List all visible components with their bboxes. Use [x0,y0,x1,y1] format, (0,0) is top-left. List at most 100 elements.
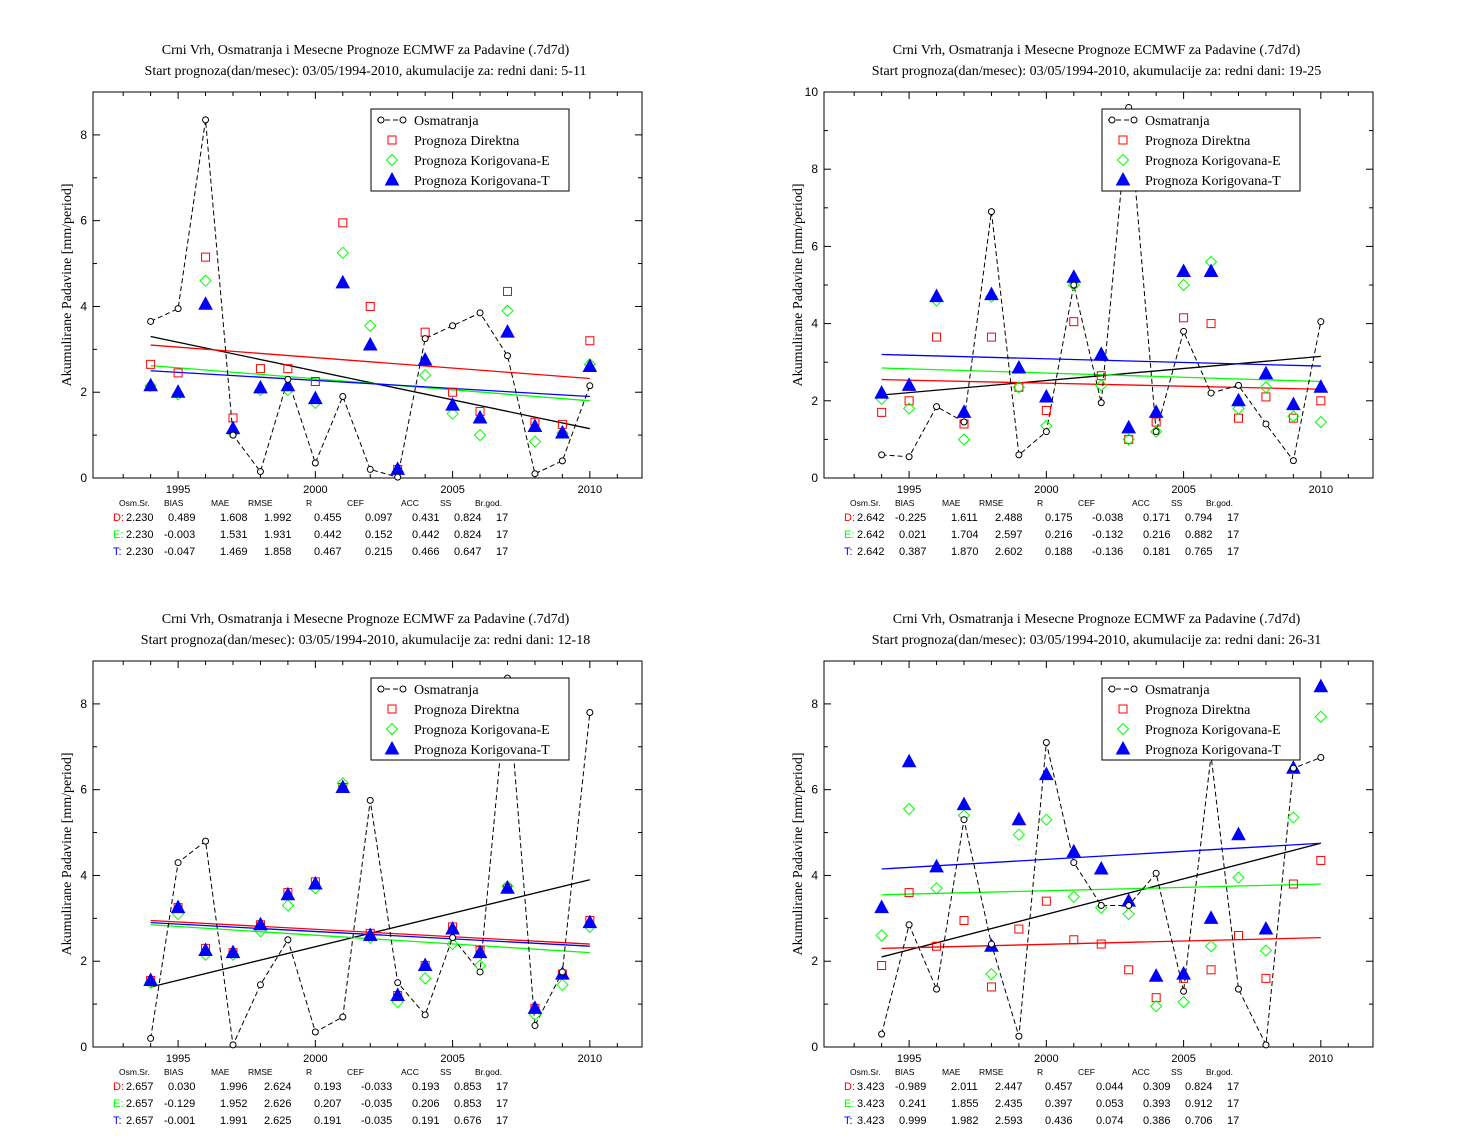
stats-header-cell: Br.god. [1206,1067,1233,1077]
corr-e-point [1149,1000,1163,1013]
stats-header-cell: RMSE [979,1067,1004,1077]
stats-row-label: T: [113,546,122,558]
obs-point [394,979,402,987]
stats-header-cell: RMSE [248,1067,273,1077]
y-tick-label: 6 [80,214,87,228]
stats-cell: 0.442 [412,529,440,541]
obs-point [147,1034,155,1042]
corr-e-point [385,722,399,736]
stats-cell: -0.035 [361,1115,393,1127]
obs-point [311,459,319,467]
stats-cell: 1.531 [220,529,248,541]
corr-t-point [1313,379,1329,393]
stats-header-cell: BIAS [164,498,184,508]
corr-t-point [901,753,917,768]
corr-e-point [1259,381,1273,394]
x-tick-label: 2005 [1171,1053,1195,1065]
legend-box [1101,108,1301,192]
direct-point [932,941,942,951]
corr-t-point [390,987,406,1002]
stats-header-cell: MAE [211,498,230,508]
y-tick-label: 8 [80,128,87,142]
corr-t-point [1093,860,1109,875]
x-tick-label: 2010 [578,1053,602,1065]
direct-point [338,218,348,228]
corr-t-point [417,957,433,972]
trend-line [150,344,590,380]
chart-svg: 0 2 4 6 8 10 1995 2000 2005 2010 Akumulirane Padav… [791,85,1374,496]
obs-point [1015,451,1023,459]
legend-label: Prognoza Direktna [1145,134,1251,149]
direct-point [255,364,265,374]
x-tick-label: 2005 [1171,484,1195,496]
direct-point [1206,319,1216,329]
corr-e-point [418,368,432,382]
obs-point [1180,327,1188,335]
corr-e-point [528,435,542,448]
corr-e-point [1095,379,1108,392]
chart-svg: 0 2 4 6 8 1995 2000 2005 2010 Akumulirane Padavin… [60,660,643,1065]
corr-t-point [1093,346,1109,360]
y-axis-label: Akumulirane Padavine [mm/period] [60,753,75,956]
direct-point [1118,704,1128,714]
stats-cell: 2.625 [264,1115,292,1127]
y-tick-label: 8 [811,162,818,176]
y-tick-label: 6 [80,783,87,797]
corr-e-point [1232,871,1245,884]
stats-cell: 0.794 [1185,512,1213,524]
chart-title: Crni Vrh, Osmatranja i Mesecne Prognoze … [892,612,1301,627]
corr-t-point [1258,921,1274,935]
chart-svg: 0 2 4 6 8 1995 2000 2005 2010 Akumulirane Padavin… [791,660,1374,1065]
direct-point [283,364,293,374]
obs-point [377,685,385,693]
corr-t-point [280,886,296,901]
direct-point [1041,896,1051,906]
stats-cell: 0.765 [1185,546,1213,558]
stats-row-label: T: [844,1115,853,1127]
obs-point [1108,116,1116,124]
y-tick-label: 2 [80,954,87,968]
chart-panel: Crni Vrh, Osmatranja i Mesecne Prognoze … [0,0,731,569]
stats-cell: 0.853 [454,1098,482,1110]
obs-point [366,465,374,473]
stats-cell: 3.423 [857,1081,885,1093]
direct-point [1261,392,1271,402]
obs-point [933,985,941,993]
legend-label: Prognoza Direktna [414,703,520,718]
corr-e-point [1314,710,1328,723]
obs-point [1234,381,1242,389]
stats-row-label: D: [113,512,124,524]
corr-t-point [582,358,598,372]
direct-point [904,396,914,406]
y-tick-label: 0 [811,1040,818,1054]
direct-point [1206,965,1216,975]
direct-point [1288,879,1298,889]
obs-point [399,116,407,124]
corr-e-point [281,899,295,912]
stats-header-cell: BIAS [895,1067,915,1077]
stats-row-label: D: [113,1081,124,1093]
stats-cell: 0.431 [412,512,440,524]
stats-cell: 0.191 [412,1115,440,1127]
obs-point [531,470,539,478]
stats-header-cell: BIAS [164,1067,184,1077]
corr-t-point [1115,740,1131,755]
y-tick-label: 2 [80,385,87,399]
y-tick-label: 4 [811,868,818,882]
obs-point [905,921,913,929]
stats-cell: 0.387 [899,546,927,558]
corr-e-point [446,407,459,420]
stats-cell: 0.676 [454,1115,482,1127]
plot-frame [823,660,1374,1048]
corr-t-point [1121,419,1137,434]
obs-point [202,116,210,124]
corr-t-point [308,390,323,405]
corr-t-point [445,397,460,411]
x-tick-label: 1995 [166,484,190,496]
stats-header-cell: SS [1171,498,1183,508]
stats-cell: 2.642 [857,546,885,558]
corr-e-point [1040,813,1053,826]
corr-t-point [1148,404,1164,418]
stats-cell: 0.436 [1045,1115,1073,1127]
stats-cell: 0.215 [365,546,393,558]
